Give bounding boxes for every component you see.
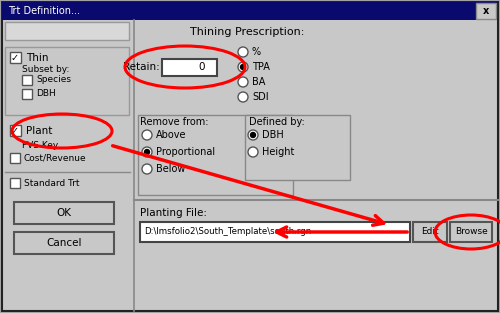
Text: Remove from:: Remove from:: [140, 117, 208, 127]
Text: Trt Definition...: Trt Definition...: [8, 6, 80, 16]
Text: Planting File:: Planting File:: [140, 208, 207, 218]
Bar: [10, 153, 20, 163]
Text: %: %: [252, 47, 261, 57]
Text: x: x: [483, 6, 489, 16]
Text: ✓: ✓: [11, 126, 19, 136]
Circle shape: [240, 64, 246, 69]
Bar: [5, 22, 129, 40]
Bar: [245, 115, 350, 180]
Text: Edit: Edit: [421, 228, 439, 237]
Text: D:\lmsfolio2\South_Template\south.rgn: D:\lmsfolio2\South_Template\south.rgn: [144, 228, 311, 237]
Bar: [162, 59, 217, 76]
Text: Defined by:: Defined by:: [249, 117, 305, 127]
Text: FVS Key: FVS Key: [22, 141, 58, 151]
Bar: [10, 52, 21, 63]
Text: OK: OK: [56, 208, 72, 218]
Text: Height: Height: [262, 147, 294, 157]
Circle shape: [144, 150, 150, 155]
Text: Cost/Revenue: Cost/Revenue: [24, 153, 86, 162]
Text: Thining Prescription:: Thining Prescription:: [190, 27, 304, 37]
Bar: [22, 75, 32, 85]
Text: Browse: Browse: [454, 228, 488, 237]
Text: DBH: DBH: [36, 90, 56, 99]
Text: Standard Trt: Standard Trt: [24, 178, 80, 187]
Bar: [5, 47, 129, 115]
Circle shape: [238, 47, 248, 57]
Circle shape: [250, 132, 256, 137]
Text: BA: BA: [252, 77, 266, 87]
Bar: [14, 202, 114, 224]
Text: DBH: DBH: [262, 130, 284, 140]
Text: Species: Species: [36, 75, 71, 85]
Bar: [10, 125, 21, 136]
Text: Thin: Thin: [26, 53, 48, 63]
Circle shape: [238, 92, 248, 102]
Bar: [14, 232, 114, 254]
Text: Above: Above: [156, 130, 186, 140]
Text: TPA: TPA: [252, 62, 270, 72]
Circle shape: [248, 147, 258, 157]
Circle shape: [142, 164, 152, 174]
Text: SDI: SDI: [252, 92, 268, 102]
Circle shape: [238, 77, 248, 87]
Bar: [140, 222, 410, 242]
Text: 0: 0: [198, 62, 205, 72]
Bar: [138, 115, 293, 195]
Text: Proportional: Proportional: [156, 147, 215, 157]
Text: Subset by:: Subset by:: [22, 65, 70, 74]
Bar: [10, 178, 20, 188]
Circle shape: [248, 130, 258, 140]
Circle shape: [238, 62, 248, 72]
Circle shape: [142, 147, 152, 157]
Text: ✓: ✓: [11, 53, 19, 63]
Text: Below: Below: [156, 164, 186, 174]
Bar: [450, 222, 492, 242]
Bar: [22, 89, 32, 99]
Bar: [413, 222, 447, 242]
Bar: [2, 2, 498, 20]
Bar: [476, 3, 496, 19]
Text: Plant: Plant: [26, 126, 52, 136]
Text: Retain:: Retain:: [123, 62, 160, 72]
Circle shape: [142, 130, 152, 140]
Text: Cancel: Cancel: [46, 238, 82, 248]
